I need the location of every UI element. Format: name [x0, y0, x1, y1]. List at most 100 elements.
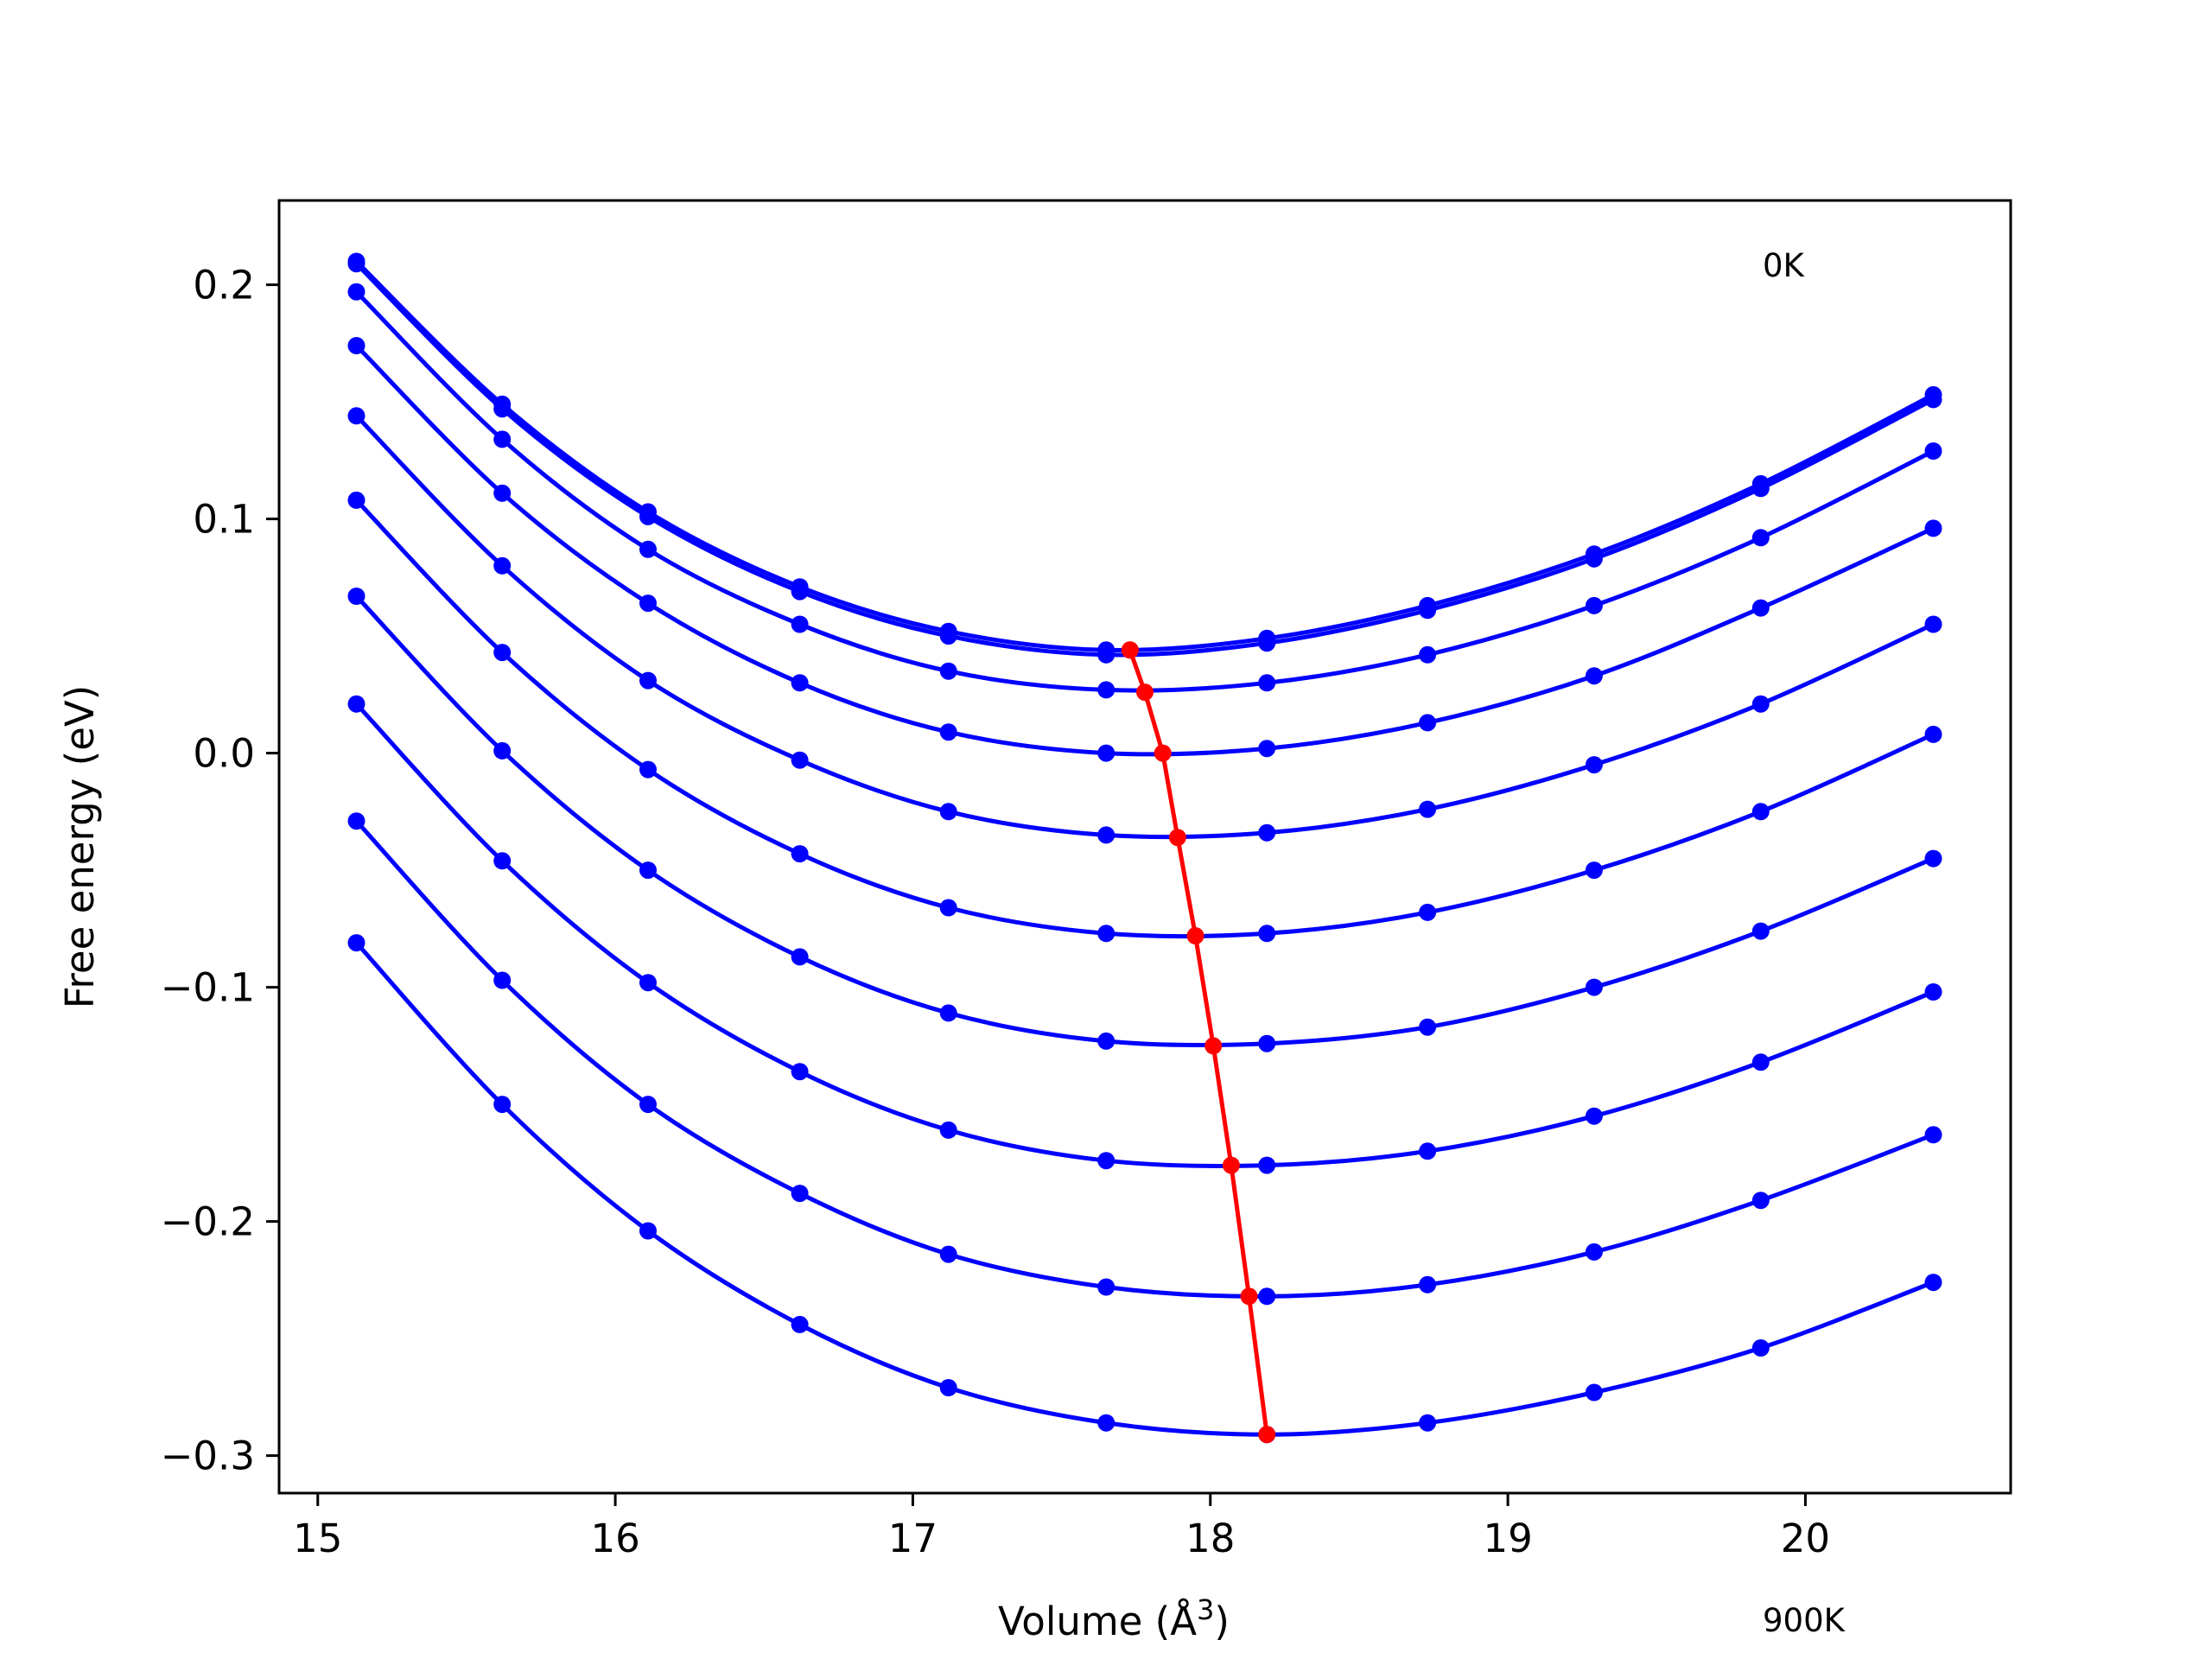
axes-frame	[277, 199, 2012, 1495]
series-line-1	[354, 262, 1935, 658]
series-4-point-0	[347, 407, 365, 425]
series-1-point-5	[1097, 645, 1116, 664]
series-9-point-7	[1419, 1414, 1437, 1432]
minimum-point-3	[1154, 744, 1172, 762]
series-line-8	[354, 819, 1935, 1299]
minimum-point-1	[1121, 641, 1139, 659]
series-6-point-3	[791, 948, 809, 966]
series-3-point-4	[939, 723, 957, 741]
series-5-point-3	[791, 845, 809, 863]
series-7-point-7	[1419, 1142, 1437, 1160]
x-axis-label-superscript: 3	[1197, 1593, 1214, 1626]
series-5-point-8	[1585, 861, 1603, 880]
minimum-point-8	[1240, 1287, 1258, 1306]
series-7-point-4	[939, 1121, 957, 1139]
series-7-point-3	[791, 1063, 809, 1081]
series-8-point-4	[939, 1245, 957, 1263]
series-line-0	[354, 259, 1935, 652]
plot-area	[347, 252, 1942, 1444]
y-axis-label: Free energy (eV)	[57, 685, 103, 1008]
series-6-point-8	[1585, 978, 1603, 996]
series-7-point-5	[1097, 1152, 1116, 1170]
series-3-point-6	[1258, 740, 1276, 758]
series-1-point-2	[639, 507, 657, 525]
series-2-point-2	[639, 540, 657, 558]
series-7-point-9	[1751, 1053, 1770, 1071]
x-axis-label-close: )	[1214, 1599, 1230, 1644]
y-tick-label-5: 0.2	[193, 263, 255, 308]
series-3-point-9	[1751, 599, 1770, 617]
series-8-point-2	[639, 1096, 657, 1114]
series-1-point-10	[1924, 391, 1942, 409]
series-4-point-6	[1258, 823, 1276, 842]
series-5-point-0	[347, 491, 365, 509]
x-axis-label-main: Volume (Å	[998, 1599, 1197, 1644]
x-tick-label-2: 17	[888, 1516, 938, 1561]
annotation-0k: 0K	[1763, 247, 1806, 284]
series-4-point-8	[1585, 756, 1603, 774]
series-9-point-9	[1751, 1339, 1770, 1357]
series-8-point-0	[347, 812, 365, 830]
series-8-point-6	[1258, 1287, 1276, 1306]
x-tick-label-0: 15	[293, 1516, 342, 1561]
y-tick-label-3: 0.0	[193, 731, 255, 777]
minimum-point-7	[1222, 1156, 1240, 1174]
series-2-point-7	[1419, 645, 1437, 664]
y-tick-label-4: 0.1	[193, 497, 255, 543]
y-tick-label-0: −0.3	[161, 1433, 255, 1479]
series-1-point-0	[347, 255, 365, 273]
series-6-point-6	[1258, 1034, 1276, 1052]
series-4-point-9	[1751, 695, 1770, 713]
series-7-point-1	[493, 852, 512, 870]
series-8-point-1	[493, 971, 512, 989]
x-tick-label-3: 18	[1185, 1516, 1235, 1561]
series-1-point-8	[1585, 550, 1603, 568]
series-5-point-7	[1419, 903, 1437, 921]
minimum-point-5	[1186, 927, 1205, 944]
x-tick-label-4: 19	[1483, 1516, 1532, 1561]
y-tick-label-1: −0.2	[161, 1199, 255, 1245]
series-8-point-8	[1585, 1243, 1603, 1261]
series-5-point-1	[493, 644, 512, 662]
series-3-point-0	[347, 337, 365, 354]
series-8-point-3	[791, 1185, 809, 1203]
series-9-point-8	[1585, 1383, 1603, 1402]
series-1-point-9	[1751, 480, 1770, 498]
series-8-point-5	[1097, 1278, 1116, 1296]
series-9-point-1	[493, 1096, 512, 1114]
series-7-point-6	[1258, 1156, 1276, 1174]
series-9-point-3	[791, 1315, 809, 1333]
series-6-point-5	[1097, 1032, 1116, 1050]
series-8-point-7	[1419, 1275, 1437, 1294]
series-6-point-7	[1419, 1018, 1437, 1036]
axis-ticks: 15 16 17 18 19 20 −0.3 −0.2 −0.1 0.0 0.1 0.2	[161, 263, 1830, 1561]
x-axis-label: Volume (Å3)	[998, 1593, 1230, 1644]
series-6-point-4	[939, 1004, 957, 1022]
x-tick-label-1: 16	[590, 1516, 639, 1561]
series-6-point-0	[347, 588, 365, 605]
minimum-point-4	[1168, 829, 1186, 847]
series-line-2	[354, 289, 1935, 693]
series-4-point-3	[791, 751, 809, 769]
series-5-point-2	[639, 760, 657, 779]
series-4-point-7	[1419, 800, 1437, 818]
series-2-point-3	[791, 615, 809, 633]
series-4-point-10	[1924, 615, 1942, 633]
series-2-point-10	[1924, 442, 1942, 460]
series-6-point-10	[1924, 849, 1942, 868]
series-3-point-8	[1585, 667, 1603, 685]
series-2-point-6	[1258, 674, 1276, 692]
series-4-point-1	[493, 556, 512, 575]
minimum-point-6	[1205, 1037, 1223, 1055]
series-4-point-4	[939, 803, 957, 821]
series-5-point-10	[1924, 725, 1942, 743]
series-2-point-0	[347, 283, 365, 301]
series-5-point-9	[1751, 803, 1770, 821]
annotation-900k: 900K	[1763, 1602, 1847, 1639]
series-3-point-7	[1419, 714, 1437, 732]
series-5-point-6	[1258, 925, 1276, 943]
series-1-point-4	[939, 627, 957, 645]
series-7-point-8	[1585, 1107, 1603, 1125]
series-7-point-10	[1924, 983, 1942, 1001]
